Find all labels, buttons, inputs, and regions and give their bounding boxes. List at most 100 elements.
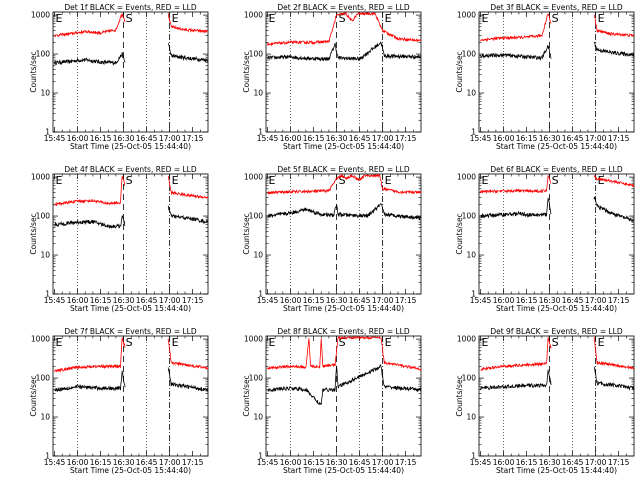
x-tick-label: 16:00 <box>493 458 515 467</box>
marker-label: S <box>126 174 133 187</box>
y-tick-label: 10 <box>466 89 476 98</box>
panel-det-3: Det 3f BLACK = Events, RED = LLD 1 10 100 10… <box>455 3 635 151</box>
x-tick-label: 15:45 <box>257 458 279 467</box>
panel-det-5: Det 5f BLACK = Events, RED = LLD 1 10 100 10… <box>242 165 422 313</box>
y-tick-label: 10 <box>40 413 50 422</box>
x-axis-label: Start Time (25-Oct-05 15:44:40) <box>283 466 404 475</box>
y-axis-label: Counts/sec <box>242 213 251 254</box>
series-events-line <box>267 364 422 406</box>
x-tick-label: 15:45 <box>44 458 66 467</box>
x-tick-label: 16:15 <box>90 134 112 143</box>
x-tick-label: 16:45 <box>136 458 158 467</box>
x-tick-label: 16:00 <box>67 458 89 467</box>
series-lld-line <box>267 335 422 372</box>
panel-det-7: Det 7f BLACK = Events, RED = LLD 1 10 100 10… <box>29 327 209 475</box>
marker-label: S <box>552 12 559 25</box>
x-axis-label: Start Time (25-Oct-05 15:44:40) <box>70 142 191 151</box>
marker-label: E <box>56 336 63 349</box>
y-tick-label: 10 <box>253 413 263 422</box>
x-tick-label: 16:00 <box>493 134 515 143</box>
x-tick-label: 17:00 <box>585 296 607 305</box>
series-events-line <box>54 205 209 230</box>
y-tick-label: 1 <box>471 290 476 299</box>
x-axis-label: Start Time (25-Oct-05 15:44:40) <box>283 142 404 151</box>
plot-frame <box>478 335 635 457</box>
y-tick-label: 1 <box>258 290 263 299</box>
x-tick-label: 17:15 <box>395 458 417 467</box>
marker-label: E <box>385 336 392 349</box>
y-tick-label: 10 <box>466 251 476 260</box>
x-tick-label: 16:30 <box>539 458 561 467</box>
x-tick-label: 16:15 <box>303 134 325 143</box>
y-tick-label: 10 <box>466 413 476 422</box>
x-tick-label: 17:15 <box>182 458 204 467</box>
marker-label: E <box>269 12 276 25</box>
x-tick-label: 17:00 <box>159 296 181 305</box>
x-tick-label: 16:15 <box>90 296 112 305</box>
x-tick-label: 16:30 <box>326 296 348 305</box>
series-lld-line <box>267 11 422 47</box>
marker-label: S <box>339 174 346 187</box>
x-axis-label: Start Time (25-Oct-05 15:44:40) <box>496 142 617 151</box>
y-axis-label: Counts/sec <box>29 213 38 254</box>
series-events-line <box>54 43 209 66</box>
y-tick-label: 100 <box>36 212 51 221</box>
x-tick-label: 16:15 <box>90 458 112 467</box>
x-tick-label: 16:30 <box>326 458 348 467</box>
marker-label: E <box>269 336 276 349</box>
y-tick-label: 1000 <box>457 11 476 20</box>
x-axis-label: Start Time (25-Oct-05 15:44:40) <box>496 466 617 475</box>
plot-frame <box>52 335 209 457</box>
y-tick-label: 100 <box>462 374 477 383</box>
y-tick-label: 100 <box>462 212 477 221</box>
panel-title: Det 6f BLACK = Events, RED = LLD <box>490 165 623 174</box>
x-tick-label: 16:45 <box>349 458 371 467</box>
x-tick-label: 17:15 <box>395 134 417 143</box>
x-tick-label: 16:45 <box>136 134 158 143</box>
x-tick-label: 17:15 <box>608 134 630 143</box>
x-tick-label: 16:45 <box>136 296 158 305</box>
marker-label: S <box>126 336 133 349</box>
y-axis-label: Counts/sec <box>242 51 251 92</box>
y-tick-label: 1 <box>45 452 50 461</box>
marker-label: E <box>56 12 63 25</box>
y-tick-label: 10 <box>40 89 50 98</box>
y-tick-label: 1 <box>45 128 50 137</box>
marker-label: E <box>598 174 605 187</box>
x-tick-label: 16:45 <box>562 296 584 305</box>
panel-det-8: Det 8f BLACK = Events, RED = LLD 1 10 100 10… <box>242 327 422 475</box>
marker-label: E <box>598 12 605 25</box>
x-tick-label: 16:30 <box>113 134 135 143</box>
y-tick-label: 1000 <box>244 335 263 344</box>
panel-title: Det 4f BLACK = Events, RED = LLD <box>64 165 197 174</box>
y-axis-label: Counts/sec <box>242 375 251 416</box>
plot-frame <box>52 173 209 295</box>
x-tick-label: 17:15 <box>182 296 204 305</box>
plot-frame <box>265 173 422 295</box>
y-tick-label: 10 <box>253 251 263 260</box>
series-lld-line <box>267 173 422 195</box>
marker-label: E <box>172 12 179 25</box>
y-tick-label: 100 <box>249 212 264 221</box>
panel-title: Det 7f BLACK = Events, RED = LLD <box>64 327 197 336</box>
panel-title: Det 1f BLACK = Events, RED = LLD <box>64 3 197 12</box>
x-tick-label: 15:45 <box>257 296 279 305</box>
y-tick-label: 1 <box>471 128 476 137</box>
panel-title: Det 2f BLACK = Events, RED = LLD <box>277 3 410 12</box>
x-tick-label: 15:45 <box>470 458 492 467</box>
x-axis-label: Start Time (25-Oct-05 15:44:40) <box>70 304 191 313</box>
y-tick-label: 1 <box>258 128 263 137</box>
x-tick-label: 16:15 <box>516 458 538 467</box>
y-tick-label: 1000 <box>457 173 476 182</box>
y-tick-label: 100 <box>462 50 477 59</box>
x-tick-label: 16:00 <box>67 134 89 143</box>
series-events-line <box>54 367 209 393</box>
plot-frame <box>478 173 635 295</box>
x-tick-label: 16:30 <box>113 458 135 467</box>
x-tick-label: 16:30 <box>539 296 561 305</box>
x-tick-label: 16:00 <box>280 296 302 305</box>
x-tick-label: 17:15 <box>182 134 204 143</box>
panel-title: Det 3f BLACK = Events, RED = LLD <box>490 3 623 12</box>
x-tick-label: 16:15 <box>303 458 325 467</box>
